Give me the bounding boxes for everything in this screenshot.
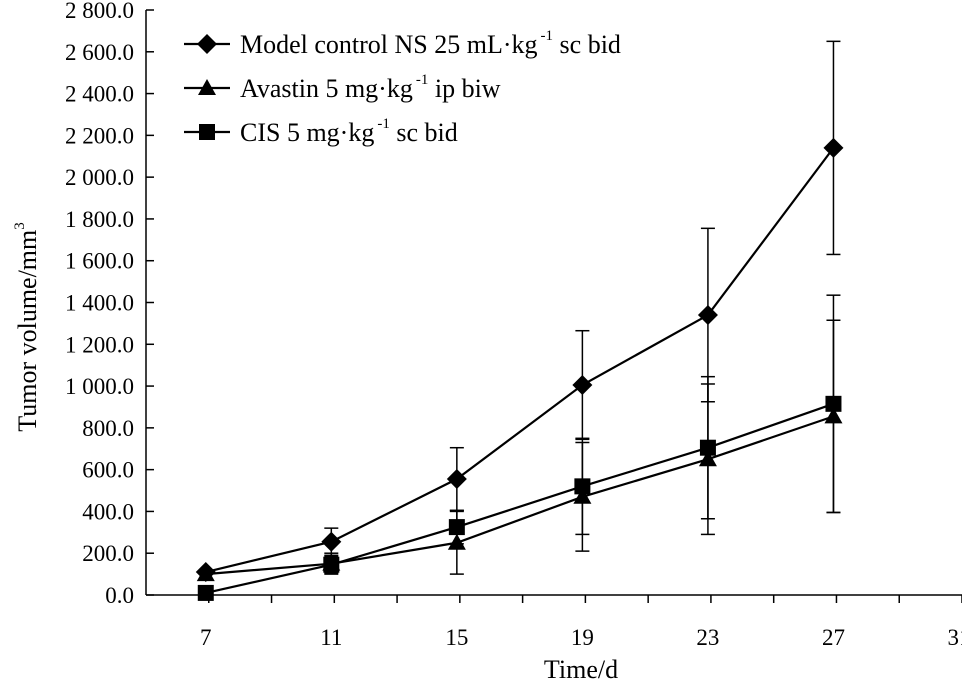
data-point — [448, 519, 465, 536]
data-point — [699, 439, 716, 456]
y-tick-label: 2 000.0 — [65, 165, 134, 190]
data-point — [197, 584, 214, 601]
data-point — [572, 375, 593, 396]
x-tick-label: 19 — [571, 625, 594, 650]
y-tick-label: 1 800.0 — [65, 207, 134, 232]
y-tick-label: 2 200.0 — [65, 123, 134, 148]
y-tick-label: 1 400.0 — [65, 291, 134, 316]
legend-item: Avastin 5 mg·kg -1 ip biw — [184, 72, 501, 103]
y-axis-ticks: 0.0 200.0 400.0 600.0 800.0 1 000.0 1 200.0 1 4… — [65, 0, 154, 608]
x-tick-label: 15 — [445, 625, 468, 650]
y-tick-label: 200.0 — [82, 541, 134, 566]
data-point — [574, 478, 591, 495]
legend-item: CIS 5 mg·kg -1 sc bid — [184, 116, 458, 147]
y-axis-title-text: Tumor volume/mm — [13, 230, 42, 432]
legend-label-text: CIS 5 mg·kg — [240, 118, 374, 147]
legend-marker — [199, 124, 215, 140]
y-axis-title-superscript: 3 — [12, 222, 28, 230]
data-point — [196, 565, 215, 582]
x-axis-title: Time/d — [544, 655, 618, 683]
legend-label-superscript: -1 — [541, 28, 554, 44]
series-layer — [195, 40, 844, 601]
y-tick-label: 600.0 — [82, 458, 134, 483]
x-tick-label: 11 — [320, 625, 342, 650]
legend-label-text: Avastin 5 mg·kg — [240, 74, 413, 103]
series-triangle — [196, 319, 843, 582]
data-point — [321, 531, 342, 552]
x-tick-label: 23 — [696, 625, 719, 650]
legend-label-text: Model control NS 25 mL·kg — [240, 30, 538, 59]
legend-label: CIS 5 mg·kg -1 sc bid — [240, 116, 458, 147]
legend: Model control NS 25 mL·kg -1 sc bidAvasti… — [184, 28, 621, 147]
legend-label-suffix: ip biw — [428, 74, 500, 103]
series-line — [205, 147, 835, 574]
y-axis-title: Tumor volume/mm3 — [12, 222, 42, 432]
x-tick-label: 31 — [948, 625, 962, 650]
data-point — [446, 469, 467, 490]
legend-marker — [198, 79, 216, 95]
data-point — [697, 305, 718, 326]
y-tick-label: 1 600.0 — [65, 249, 134, 274]
y-tick-label: 800.0 — [82, 416, 134, 441]
legend-item: Model control NS 25 mL·kg -1 sc bid — [184, 28, 621, 59]
legend-label: Avastin 5 mg·kg -1 ip biw — [240, 72, 501, 103]
x-tick-label: 7 — [200, 625, 212, 650]
legend-label-superscript: -1 — [377, 116, 390, 132]
series-line — [205, 415, 834, 576]
y-tick-label: 0.0 — [105, 583, 134, 608]
legend-label-superscript: -1 — [416, 72, 429, 88]
y-tick-label: 1 200.0 — [65, 332, 134, 357]
legend-marker — [197, 34, 217, 54]
legend-label-suffix: sc bid — [553, 30, 621, 59]
data-point — [825, 395, 842, 412]
series-square — [197, 294, 842, 601]
x-tick-label: 27 — [822, 625, 845, 650]
y-tick-label: 2 400.0 — [65, 82, 134, 107]
y-tick-label: 2 600.0 — [65, 40, 134, 65]
series-diamond — [195, 40, 844, 583]
y-tick-label: 1 000.0 — [65, 374, 134, 399]
y-tick-label: 400.0 — [82, 499, 134, 524]
legend-label-suffix: sc bid — [390, 118, 458, 147]
y-tick-label: 2 800.0 — [65, 0, 134, 23]
data-point — [823, 137, 844, 158]
series-line — [205, 402, 834, 594]
legend-label: Model control NS 25 mL·kg -1 sc bid — [240, 28, 621, 59]
x-axis-ticks: 7 11 15 19 23 27 31 — [200, 595, 962, 650]
data-point — [323, 556, 340, 573]
